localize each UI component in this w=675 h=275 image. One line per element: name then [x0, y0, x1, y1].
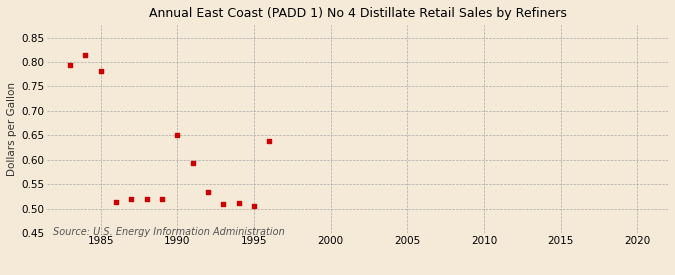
Point: [187, 161, 198, 165]
Point: [157, 196, 167, 201]
Point: [65, 63, 76, 67]
Title: Annual East Coast (PADD 1) No 4 Distillate Retail Sales by Refiners: Annual East Coast (PADD 1) No 4 Distilla…: [148, 7, 566, 20]
Point: [264, 139, 275, 144]
Y-axis label: Dollars per Gallon: Dollars per Gallon: [7, 82, 17, 176]
Text: Source: U.S. Energy Information Administration: Source: U.S. Energy Information Administ…: [53, 227, 285, 237]
Point: [80, 53, 90, 57]
Point: [172, 133, 183, 137]
Point: [141, 196, 152, 201]
Point: [126, 196, 137, 201]
Point: [111, 200, 122, 204]
Point: [95, 68, 106, 73]
Point: [202, 190, 213, 194]
Point: [234, 201, 244, 205]
Point: [248, 204, 259, 208]
Point: [218, 202, 229, 206]
